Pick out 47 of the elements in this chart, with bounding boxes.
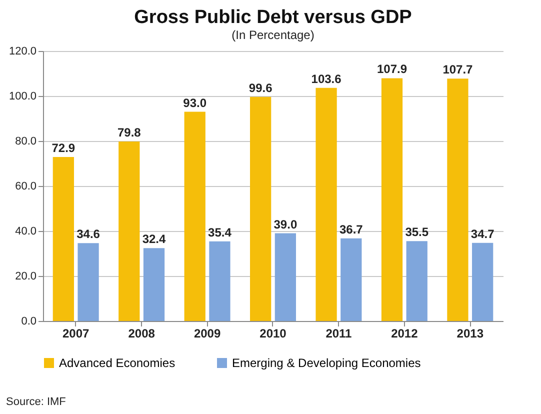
data-label: 39.0 (274, 217, 298, 232)
bar (143, 248, 165, 321)
x-tick-label: 2007 (62, 326, 90, 340)
x-tick-label: 2013 (456, 326, 484, 340)
bar (52, 156, 74, 321)
bar (340, 238, 362, 321)
y-tick-label: 0.0 (21, 316, 36, 328)
bar (472, 242, 494, 321)
y-tick-label: 120.0 (8, 46, 36, 58)
bar (250, 96, 272, 321)
data-label: 107.7 (442, 62, 474, 77)
legend-label: Advanced Economies (59, 356, 176, 370)
data-label: 72.9 (52, 140, 76, 155)
bar (118, 141, 140, 321)
y-tick-label: 40.0 (15, 226, 36, 238)
chart-subtitle: (In Percentage) (232, 28, 314, 42)
legend-label: Emerging & Developing Economies (232, 356, 421, 370)
data-label: 99.6 (248, 80, 273, 95)
data-label: 35.4 (208, 225, 232, 240)
data-label: 36.7 (339, 222, 364, 236)
y-tick-label: 20.0 (15, 270, 36, 282)
bar (274, 233, 296, 321)
y-tick-label: 60.0 (15, 180, 36, 192)
bar (184, 112, 206, 321)
data-label: 93.0 (183, 96, 207, 110)
data-label: 34.7 (470, 226, 495, 241)
bar (78, 243, 99, 321)
x-tick-label: 2012 (391, 326, 418, 340)
bar (447, 78, 468, 321)
x-tick-label: 2011 (326, 326, 352, 340)
data-label: 107.9 (376, 62, 408, 76)
data-label: 103.6 (311, 72, 342, 86)
data-label: 35.5 (405, 225, 429, 240)
data-label: 34.6 (76, 227, 100, 242)
bar (209, 241, 230, 321)
y-tick-label: 100.0 (8, 90, 36, 102)
source-note: Source: IMF (6, 396, 66, 408)
bar (316, 88, 337, 321)
y-tick-label: 80.0 (15, 136, 36, 148)
x-tick-label: 2009 (194, 326, 221, 340)
bar (381, 78, 403, 321)
x-tick-label: 2010 (260, 326, 287, 340)
data-label: 32.4 (142, 232, 166, 246)
bar (406, 241, 428, 321)
x-tick-label: 2008 (128, 326, 156, 340)
data-label: 79.8 (117, 125, 142, 140)
chart-title: Gross Public Debt versus GDP (134, 7, 412, 28)
